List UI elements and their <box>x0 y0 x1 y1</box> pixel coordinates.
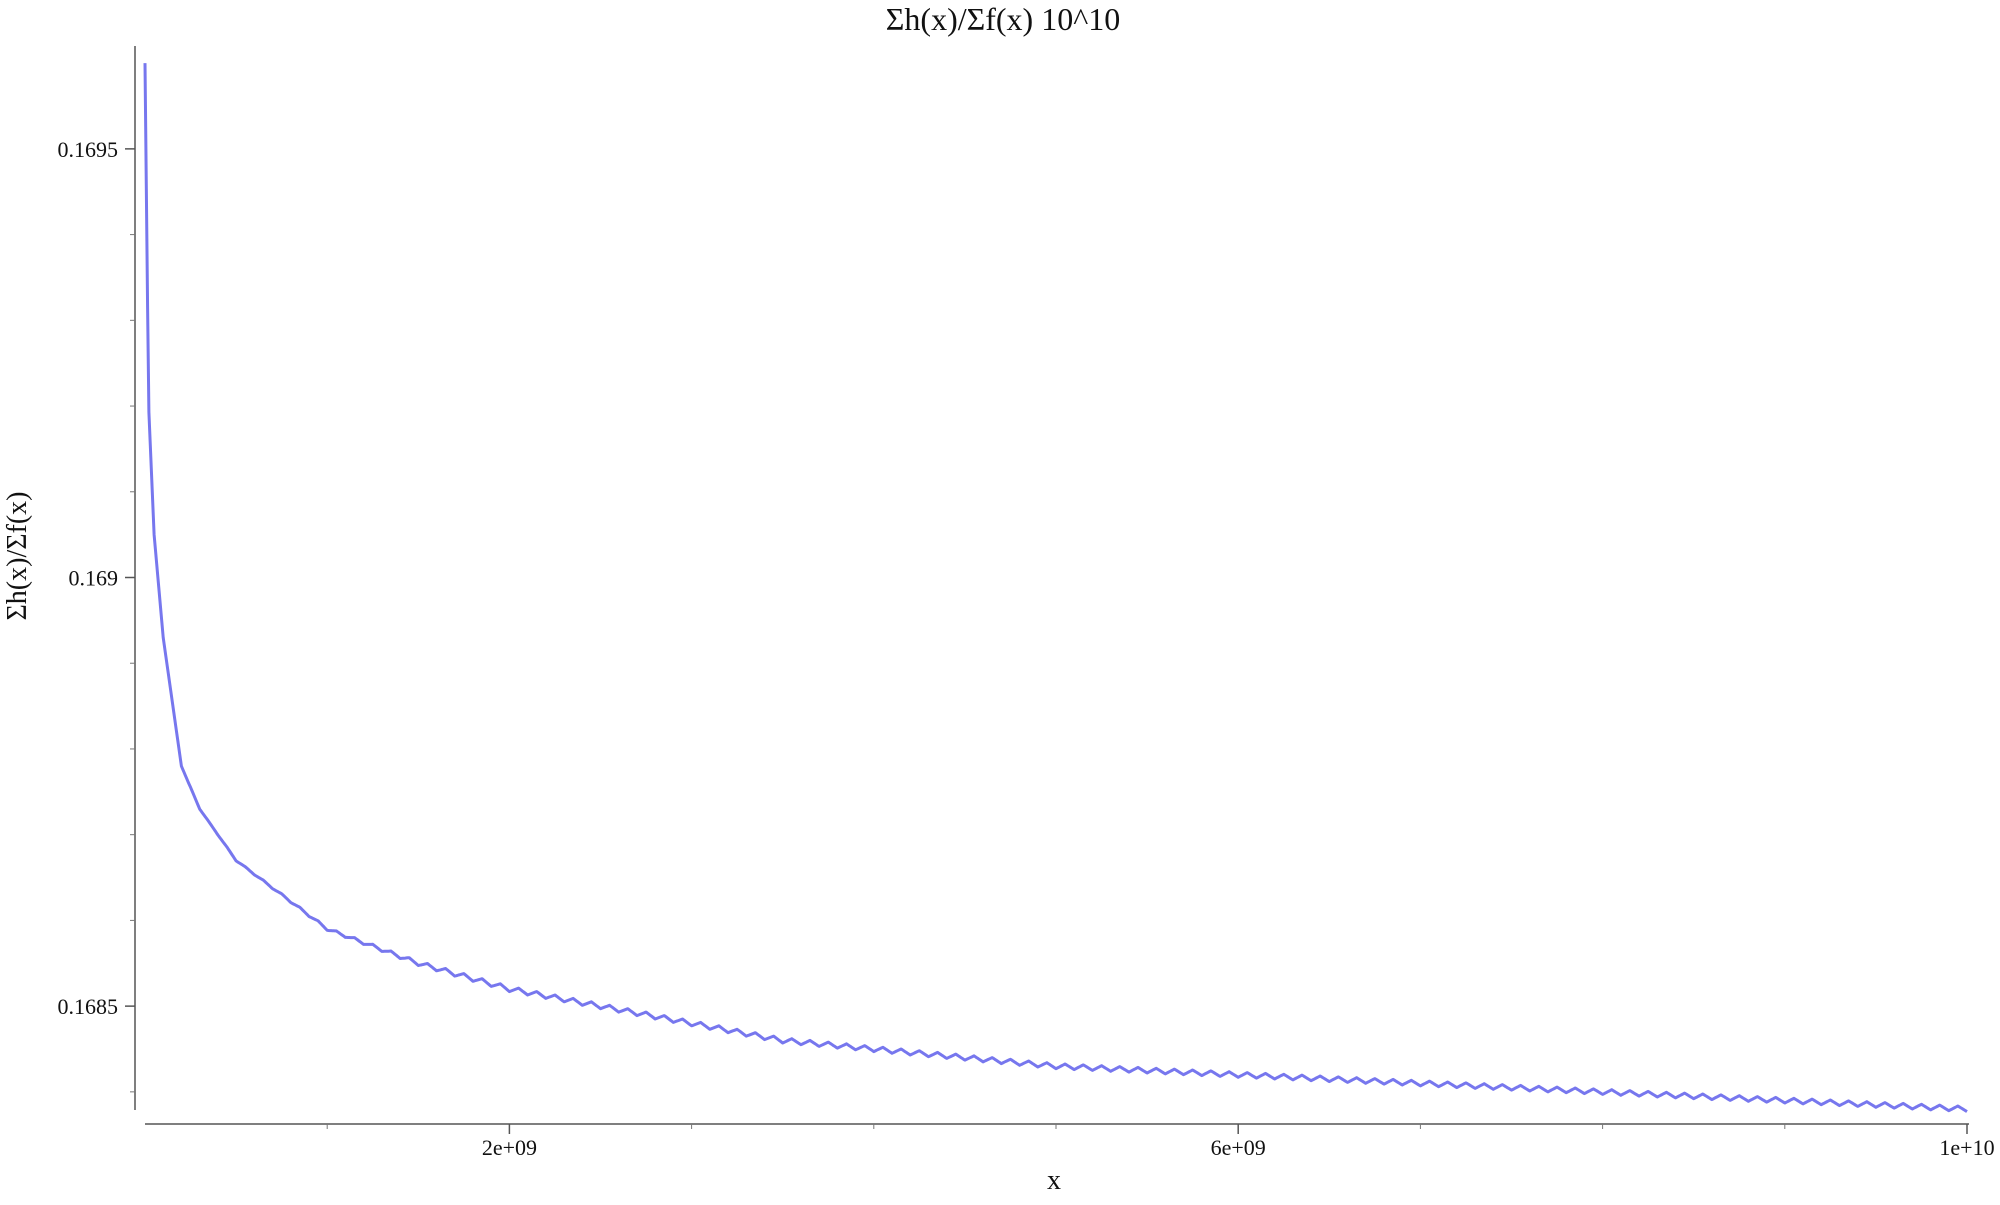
series-line <box>143 63 1968 1113</box>
x-tick-label: 6e+09 <box>1211 1135 1266 1160</box>
axes: 2e+09 6e+09 1e+10 0.1695 0.169 0.1685 <box>58 46 1995 1160</box>
y-axis-label: Σh(x)/Σf(x) <box>2 492 33 621</box>
y-tick-label: 0.169 <box>69 566 119 591</box>
x-tick-label: 2e+09 <box>482 1135 537 1160</box>
chart-title: Σh(x)/Σf(x) 10^10 <box>886 1 1120 37</box>
x-tick-label: 1e+10 <box>1939 1135 1994 1160</box>
y-tick-label: 0.1695 <box>58 137 119 162</box>
y-tick-label: 0.1685 <box>58 994 119 1019</box>
x-axis-label: x <box>1047 1165 1061 1196</box>
series-layer <box>143 63 1968 1113</box>
